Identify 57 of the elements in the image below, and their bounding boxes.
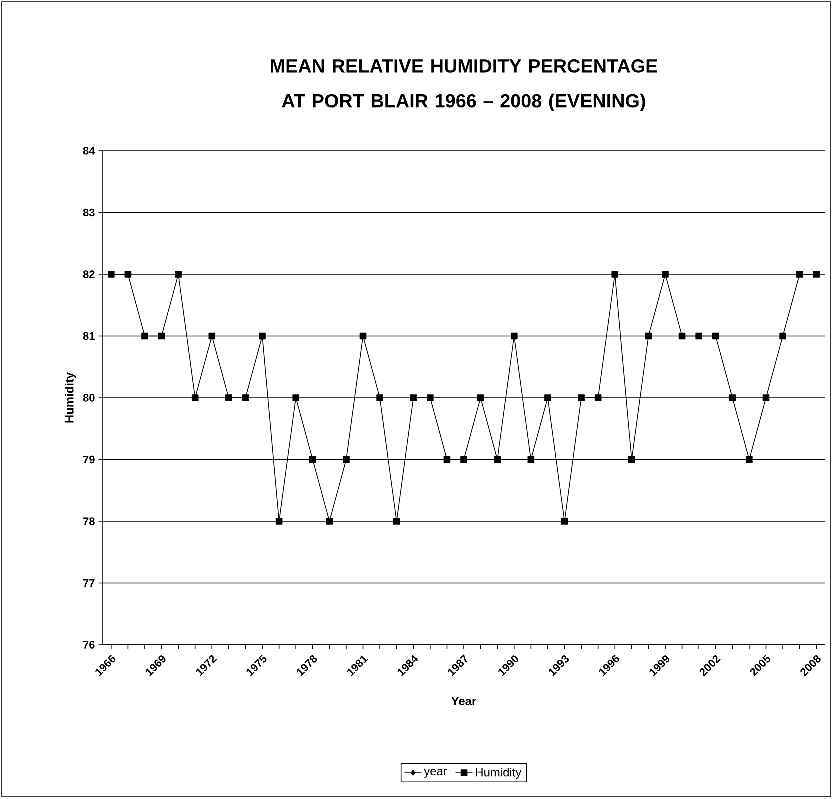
point xyxy=(192,394,199,402)
x-axis-title: Year xyxy=(452,697,476,706)
point xyxy=(594,394,602,402)
point xyxy=(326,518,334,525)
y-tick-label: 81 xyxy=(83,332,95,340)
point xyxy=(477,394,484,402)
y-tick-label: 78 xyxy=(84,518,95,526)
point xyxy=(662,271,669,278)
y-tick-label: 84 xyxy=(83,147,96,155)
point xyxy=(343,456,350,464)
point xyxy=(393,518,400,525)
point xyxy=(762,394,770,402)
point xyxy=(309,456,316,464)
point xyxy=(376,394,384,402)
legend-label: Humidity xyxy=(476,768,522,780)
legend-label: year xyxy=(424,769,448,778)
y-tick-label: 76 xyxy=(84,641,95,649)
point xyxy=(510,332,518,340)
point xyxy=(544,394,552,402)
point xyxy=(142,332,148,340)
point xyxy=(494,456,501,464)
y-axis-title: Humidity xyxy=(65,372,76,423)
point xyxy=(813,271,820,278)
point xyxy=(628,456,636,464)
y-tick-label: 83 xyxy=(83,208,95,217)
point xyxy=(175,271,182,278)
point xyxy=(460,456,468,464)
point xyxy=(108,271,115,278)
point xyxy=(292,394,300,402)
point xyxy=(746,456,753,464)
point xyxy=(561,518,568,525)
point xyxy=(259,332,266,340)
point xyxy=(780,332,786,340)
point xyxy=(796,271,804,278)
point xyxy=(276,518,283,525)
point xyxy=(729,394,736,402)
point xyxy=(208,332,216,340)
y-tick-label: 82 xyxy=(83,270,95,278)
chart-title: MEAN RELATIVE HUMIDITY PERCENTAGE AT PORT BLAIR 1966 – 2008 (EVENING) xyxy=(271,59,658,112)
point xyxy=(645,332,652,340)
point xyxy=(226,394,232,402)
point xyxy=(578,394,585,402)
point xyxy=(410,394,418,402)
point xyxy=(444,456,451,464)
point xyxy=(124,271,132,278)
y-tick-label: 77 xyxy=(84,579,95,588)
point xyxy=(427,394,434,402)
point xyxy=(712,332,720,340)
point xyxy=(678,332,686,340)
y-tick-label: 80 xyxy=(83,394,95,402)
point xyxy=(696,332,702,340)
point xyxy=(612,271,619,278)
point xyxy=(360,332,367,340)
point xyxy=(158,332,166,340)
point xyxy=(528,456,535,464)
y-tick-label: 79 xyxy=(84,456,95,464)
point xyxy=(242,394,250,402)
